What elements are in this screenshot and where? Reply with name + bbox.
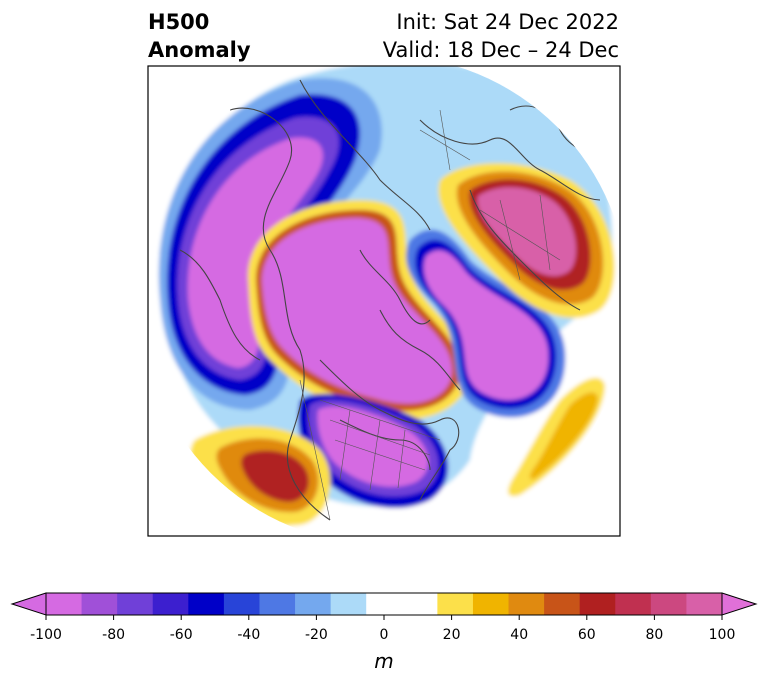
colorbar-tick-label: -20 (305, 627, 328, 643)
colorbar-segment (650, 593, 687, 615)
colorbar-segment (295, 593, 332, 615)
borders (299, 109, 561, 521)
colorbar-unit-label: m (374, 649, 393, 673)
colorbar-segment (81, 593, 118, 615)
map-panel (148, 66, 620, 536)
colorbar-tick-label: 0 (380, 627, 389, 643)
init-date: Init: Sat 24 Dec 2022 (396, 10, 619, 34)
colorbar-over-triangle (721, 592, 758, 616)
colorbar-segment (472, 593, 510, 615)
colorbar-segment (223, 593, 260, 615)
colorbar-tick-label: 20 (443, 627, 461, 643)
map-dates: Init: Sat 24 Dec 2022 Valid: 18 Dec – 24… (383, 8, 619, 64)
colorbar: -100 -80 -60 -40 -20 0 20 40 60 80 100 m (10, 592, 758, 673)
colorbar-segment (579, 593, 616, 615)
colorbar-tick-label: -100 (30, 627, 62, 643)
colorbar-segment (401, 593, 438, 615)
colorbar-segment (508, 593, 545, 615)
colorbar-tick-label: 100 (709, 627, 736, 643)
colorbar-tick-label: -80 (102, 627, 125, 643)
colorbar-segment (152, 593, 189, 615)
colorbar-tick-label: -60 (170, 627, 193, 643)
title-variable: H500 (148, 10, 210, 34)
colorbar-segment (615, 593, 652, 615)
colorbar-tick-label: 80 (645, 627, 663, 643)
colorbar-tick-label: -40 (237, 627, 260, 643)
colorbar-segment (117, 593, 154, 615)
colorbar-segment (330, 593, 367, 615)
map-frame (147, 65, 621, 537)
positive-anomaly-atlantic (508, 377, 605, 497)
colorbar-segment (188, 593, 225, 615)
colorbar-segment (366, 593, 403, 615)
colorbar-tick-label: 40 (510, 627, 528, 643)
colorbar-under-triangle (10, 592, 47, 616)
map-title: H500 Anomaly (148, 8, 251, 64)
colorbar-segment (544, 593, 581, 615)
colorbar-tick-label: 60 (578, 627, 596, 643)
coastlines (179, 79, 601, 521)
colorbar-segment (46, 593, 83, 615)
colorbar-segment (686, 593, 723, 615)
colorbar-segment (437, 593, 474, 615)
title-type: Anomaly (148, 38, 251, 62)
valid-range: Valid: 18 Dec – 24 Dec (382, 38, 619, 62)
colorbar-segment (259, 593, 296, 615)
negative-anomaly-east (406, 229, 566, 418)
